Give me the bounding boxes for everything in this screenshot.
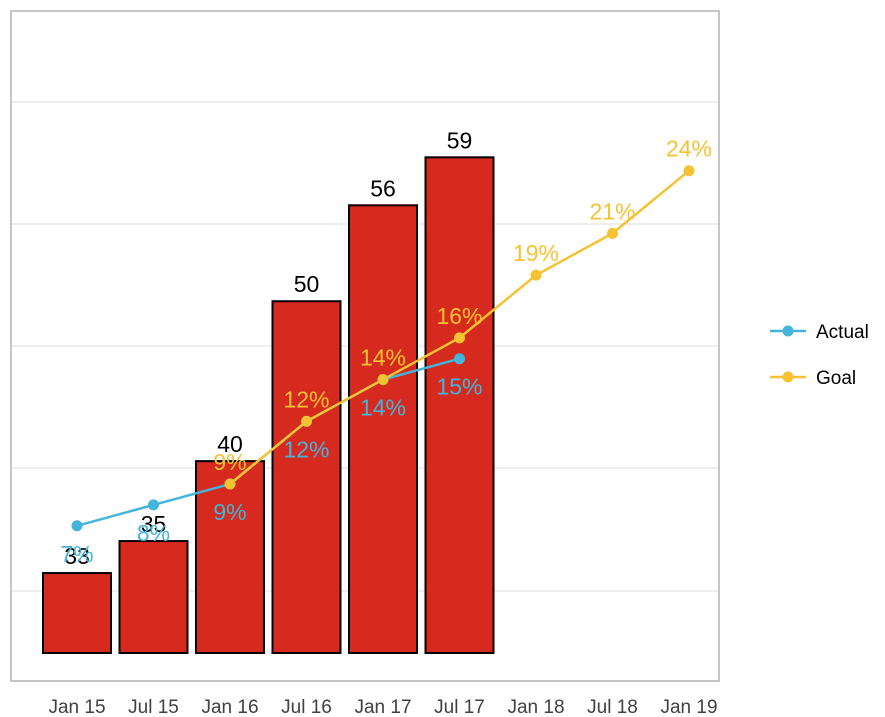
x-axis-ticks: Jan 15 Jul 15 Jan 16 Jul 16 Jan 17 Jul 17 Jan … xyxy=(48,697,717,717)
bar-label-3: 50 xyxy=(294,271,320,297)
point-goal-8 xyxy=(683,165,695,177)
bar-1 xyxy=(118,540,189,654)
x-tick-label-6: Jan 18 xyxy=(507,697,564,717)
label-actual-3: 12% xyxy=(283,436,329,462)
x-tick-label-5: Jul 17 xyxy=(434,697,485,717)
point-goal-5 xyxy=(454,332,465,344)
legend-label-goal: Goal xyxy=(816,368,856,389)
series-labels: 7% 8% 9% 12% 14% 15% 9% 12% 14% 16% 19% 21% 24% xyxy=(60,136,712,567)
point-goal-3 xyxy=(301,415,312,427)
bar-label-0: 33 xyxy=(64,543,90,569)
point-actual-5 xyxy=(454,353,465,365)
point-actual-1 xyxy=(148,499,159,511)
label-goal-6: 19% xyxy=(513,240,559,266)
x-tick-label-8: Jan 19 xyxy=(660,697,717,717)
bars xyxy=(42,156,495,654)
bar-label-2: 40 xyxy=(217,431,243,457)
x-tick-label-1: Jul 15 xyxy=(128,697,179,717)
label-actual-0: 7% xyxy=(60,541,93,567)
bar-labels: 33 35 40 50 56 59 xyxy=(64,127,472,569)
point-goal-7 xyxy=(607,227,618,239)
label-goal-7: 21% xyxy=(589,198,635,224)
point-goal-6 xyxy=(530,269,542,281)
legend-point-goal xyxy=(782,371,794,383)
legend-point-actual xyxy=(782,325,794,337)
label-goal-5: 16% xyxy=(436,303,482,329)
bar-label-1: 35 xyxy=(141,511,167,537)
series-points xyxy=(71,165,695,532)
bar-label-5: 59 xyxy=(447,127,473,153)
point-actual-0 xyxy=(71,520,83,532)
legend-label-actual: Actual xyxy=(816,322,869,343)
label-goal-2: 9% xyxy=(213,449,246,475)
x-tick-label-4: Jan 17 xyxy=(354,697,411,717)
label-goal-3: 12% xyxy=(283,386,329,412)
label-actual-2: 9% xyxy=(213,499,246,525)
bar-2 xyxy=(195,460,265,654)
bar-4 xyxy=(348,204,418,654)
label-goal-8: 24% xyxy=(666,136,712,162)
point-goal-2 xyxy=(224,478,236,490)
legend: Actual Goal xyxy=(770,322,869,389)
label-goal-4: 14% xyxy=(360,345,406,371)
bar-3 xyxy=(271,300,342,654)
x-tick-label-3: Jul 16 xyxy=(281,697,332,717)
x-tick-label-2: Jan 16 xyxy=(201,697,258,717)
bar-0 xyxy=(42,572,112,654)
label-actual-1: 8% xyxy=(137,520,170,546)
x-tick-label-0: Jan 15 xyxy=(48,697,105,717)
bar-label-4: 56 xyxy=(370,175,396,201)
label-actual-4: 14% xyxy=(360,395,406,421)
label-actual-5: 15% xyxy=(436,374,482,400)
x-tick-label-7: Jul 18 xyxy=(587,697,638,717)
bar-5 xyxy=(424,156,495,654)
point-goal-4 xyxy=(377,374,389,386)
plot-panel-border xyxy=(10,10,720,682)
